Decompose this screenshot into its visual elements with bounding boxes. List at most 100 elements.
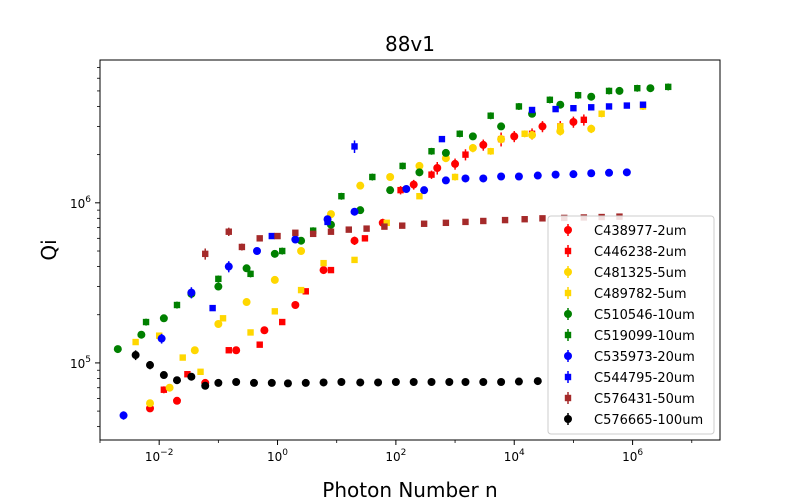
data-point — [184, 371, 191, 378]
legend-label: C519099-10um — [594, 329, 695, 344]
data-point — [215, 275, 222, 283]
data-point — [270, 249, 279, 258]
legend-label: C544795-20um — [594, 371, 695, 386]
data-point — [391, 377, 400, 386]
plot-frame — [99, 59, 721, 441]
data-point — [479, 140, 488, 149]
data-point — [468, 144, 477, 153]
data-point — [209, 304, 216, 312]
data-point — [190, 346, 199, 355]
data-point — [345, 226, 352, 233]
data-point — [350, 207, 359, 216]
data-point — [420, 220, 428, 227]
data-point — [361, 235, 369, 242]
chart-title: 88v1 — [385, 32, 435, 56]
data-point — [416, 192, 423, 200]
data-point — [302, 288, 309, 295]
x-tick-label: 102 — [385, 448, 406, 464]
series-C535973-20um — [119, 168, 631, 420]
data-point — [428, 171, 435, 178]
data-point — [539, 215, 546, 222]
data-point — [327, 266, 335, 274]
data-point — [242, 298, 251, 307]
data-point — [374, 378, 383, 387]
data-point — [639, 101, 647, 108]
data-point — [319, 378, 328, 387]
data-point — [468, 132, 477, 141]
legend-marker — [564, 373, 572, 381]
data-point — [179, 354, 186, 361]
data-point — [337, 377, 346, 386]
data-point — [528, 106, 536, 114]
data-point — [528, 131, 537, 140]
data-point — [521, 216, 528, 223]
data-point — [256, 341, 263, 348]
legend-item: C535973-20um — [564, 350, 695, 365]
data-point — [131, 351, 140, 360]
data-point — [479, 174, 488, 183]
data-point — [350, 236, 359, 245]
data-point — [381, 223, 388, 230]
data-point — [338, 192, 345, 200]
data-point — [623, 102, 631, 109]
data-point — [487, 148, 494, 155]
data-point — [442, 219, 450, 227]
legend-marker — [564, 247, 572, 255]
legend-label: C576665-100um — [594, 413, 703, 428]
data-point — [132, 338, 139, 346]
data-point — [451, 159, 460, 168]
legend-label: C510546-10um — [594, 308, 695, 323]
data-point — [224, 262, 233, 271]
data-point — [291, 235, 300, 244]
data-point — [146, 399, 155, 408]
data-point — [461, 174, 470, 183]
series-C519099-10um — [142, 83, 672, 326]
data-point — [515, 103, 523, 110]
y-axis-label: Qi — [37, 239, 61, 260]
data-point — [157, 334, 166, 343]
data-point — [356, 378, 365, 387]
data-point — [279, 318, 286, 326]
data-point — [172, 376, 181, 385]
data-point — [351, 256, 358, 264]
legend-marker — [564, 310, 572, 318]
data-point — [451, 173, 459, 181]
data-point — [292, 229, 299, 236]
data-point — [605, 168, 614, 177]
data-point — [242, 264, 251, 273]
data-point — [587, 169, 596, 178]
data-point — [665, 83, 672, 91]
data-point — [356, 181, 365, 190]
data-point — [497, 172, 506, 181]
data-point — [324, 218, 331, 226]
data-point — [297, 247, 306, 256]
data-point — [187, 372, 196, 381]
data-point — [225, 228, 232, 235]
data-point — [546, 96, 554, 104]
legend-marker — [564, 394, 572, 402]
data-point — [462, 218, 469, 226]
legend-item: C489782-5um — [564, 287, 687, 302]
data-point — [146, 361, 155, 370]
legend-item: C544795-20um — [564, 371, 695, 386]
data-point — [214, 282, 223, 291]
data-point — [456, 130, 463, 137]
data-point — [225, 347, 232, 354]
data-point — [119, 411, 128, 420]
legend-marker — [564, 226, 572, 234]
data-point — [552, 105, 559, 113]
x-tick-label: 104 — [504, 448, 525, 464]
data-point — [301, 378, 310, 387]
data-point — [521, 130, 528, 137]
data-point — [399, 162, 406, 170]
data-point — [580, 116, 588, 124]
data-point — [268, 232, 275, 240]
data-point — [232, 377, 241, 386]
data-point — [397, 186, 404, 194]
legend-label: C446238-2um — [594, 245, 687, 260]
legend-item: C438977-2um — [564, 224, 687, 239]
data-point — [588, 104, 595, 111]
data-point — [514, 172, 523, 181]
legend-item: C519099-10um — [564, 329, 695, 344]
data-point — [634, 84, 641, 92]
